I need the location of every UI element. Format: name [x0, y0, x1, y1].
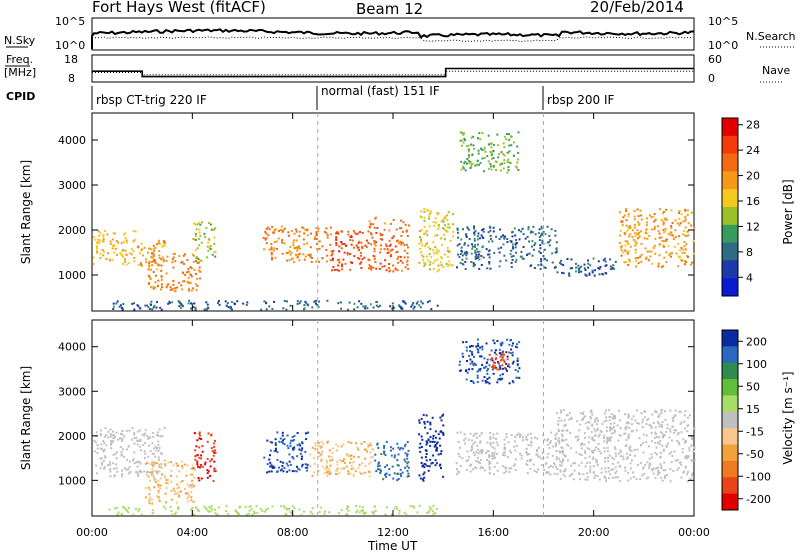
- time-axis: 00:00 04:00 08:00 12:00 16:00 20:00 00:00: [76, 113, 710, 539]
- velocity-colorbar-tick: 50: [746, 380, 760, 393]
- cpid-row: CPID rbsp CT-trig 220 IF normal (fast) 1…: [6, 84, 614, 110]
- velocity-region-11: [108, 504, 438, 516]
- power-colorbar-tick: 8: [746, 246, 753, 259]
- power-panel: 1000 2000 3000 4000 Slant Range [km]: [19, 112, 696, 312]
- nsearch-tick-bottom: 10^0: [708, 39, 738, 52]
- velocity-colorbar-tick: -15: [746, 425, 764, 438]
- velocity-ytick-label: 4000: [58, 341, 86, 354]
- time-tick-label: 12:00: [377, 526, 409, 539]
- power-ytick-label: 1000: [58, 269, 86, 282]
- time-tick-label: 04:00: [176, 526, 208, 539]
- velocity-ytick-label: 1000: [58, 474, 86, 487]
- velocity-region-7: [458, 338, 521, 385]
- velocity-region-8: [488, 351, 511, 371]
- cpid-label: CPID: [6, 90, 35, 103]
- power-region-3: [192, 221, 217, 263]
- power-region-7: [418, 207, 455, 273]
- nsky-panel: N.Sky 10^5 10^0 10^5 10^0 N.Search: [4, 15, 796, 52]
- velocity-colorbar-tick: -100: [746, 470, 771, 483]
- beam-title: Beam 12: [356, 0, 423, 18]
- power-region-4: [262, 225, 333, 264]
- freq-tick-bottom: 8: [68, 72, 75, 85]
- velocity-colorbar-tick: -50: [746, 448, 764, 461]
- power-colorbar-tick: 12: [746, 220, 760, 233]
- power-ytick-label: 4000: [58, 134, 86, 147]
- velocity-region-1: [144, 460, 196, 505]
- velocity-panel: 1000 2000 3000 4000 Slant Range [km]: [19, 319, 696, 517]
- power-colorbar-tick: 16: [746, 195, 760, 208]
- power-region-11: [618, 208, 696, 268]
- velocity-colorbar-label: Velocity [m s⁻¹]: [781, 371, 795, 464]
- velocity-region-2: [192, 431, 217, 483]
- station-title: Fort Hays West (fitACF): [92, 0, 266, 16]
- velocity-ytick-label: 2000: [58, 430, 86, 443]
- freq-tick-top: 18: [64, 53, 78, 66]
- velocity-colorbar-tick: 15: [746, 403, 760, 416]
- power-ytick-label: 3000: [58, 179, 86, 192]
- velocity-colorbar-tick: 100: [746, 358, 767, 371]
- power-region-6: [368, 216, 410, 273]
- power-colorbar: 28 24 20 16 12 8 4: [721, 117, 760, 297]
- power-region-5: [330, 230, 370, 272]
- power-region-2: [147, 252, 202, 293]
- velocity-ylabel: Slant Range [km]: [19, 366, 33, 470]
- nave-tick-bottom: 0: [708, 72, 715, 85]
- power-colorbar-tick: 20: [746, 170, 760, 183]
- velocity-region-6: [418, 413, 445, 482]
- time-tick-label: 16:00: [477, 526, 509, 539]
- freq-unit-label: [MHz]: [4, 66, 36, 79]
- nave-label: Nave: [762, 64, 790, 77]
- velocity-region-10: [556, 409, 696, 483]
- power-ylabel: Slant Range [km]: [19, 160, 33, 264]
- power-region-0: [92, 230, 137, 266]
- power-region-8: [459, 131, 520, 174]
- velocity-region-0: [93, 426, 167, 478]
- nsky-series: [91, 28, 694, 49]
- velocity-region-4: [309, 440, 374, 478]
- cpid-seg-1: rbsp CT-trig 220 IF: [96, 93, 207, 107]
- nave-series: [92, 70, 694, 76]
- power-colorbar-tick: 28: [746, 119, 760, 132]
- velocity-colorbar: 200 100 50 15 -15 -50 -100 -200: [721, 329, 771, 511]
- time-tick-label: 08:00: [277, 526, 309, 539]
- velocity-data: [93, 338, 696, 516]
- freq-panel: Freq. [MHz] 18 8 60 0 Nave: [4, 53, 790, 85]
- nsky-label: N.Sky: [4, 34, 36, 47]
- velocity-ytick-label: 3000: [58, 385, 86, 398]
- cpid-seg-3: rbsp 200 IF: [547, 93, 614, 107]
- velocity-region-3: [263, 431, 310, 474]
- cpid-seg-2: normal (fast) 151 IF: [321, 84, 440, 98]
- date-title: 20/Feb/2014: [590, 0, 684, 16]
- power-region-10: [556, 257, 617, 277]
- nsearch-series: [91, 36, 693, 43]
- nsky-tick-bottom: 10^0: [55, 39, 85, 52]
- time-tick-label: 00:00: [76, 526, 108, 539]
- velocity-colorbar-tick: 200: [746, 335, 767, 348]
- freq-label: Freq.: [6, 53, 33, 66]
- power-ytick-label: 2000: [58, 224, 86, 237]
- velocity-colorbar-tick: -200: [746, 493, 771, 506]
- power-colorbar-tick: 24: [746, 144, 760, 157]
- nsearch-label: N.Search: [746, 30, 796, 43]
- power-region-9: [456, 225, 558, 270]
- time-tick-label: 00:00: [678, 526, 710, 539]
- time-axis-label: Time UT: [367, 539, 418, 553]
- nsearch-tick-top: 10^5: [708, 15, 738, 28]
- power-region-12: [112, 299, 439, 311]
- freq-series: [92, 67, 694, 78]
- velocity-region-9: [455, 431, 558, 476]
- nsky-tick-top: 10^5: [55, 15, 85, 28]
- time-tick-label: 20:00: [578, 526, 610, 539]
- velocity-region-5: [374, 440, 410, 482]
- nave-tick-top: 60: [708, 53, 722, 66]
- power-colorbar-label: Power [dB]: [781, 179, 795, 244]
- power-colorbar-tick: 4: [746, 271, 753, 284]
- power-data: [92, 131, 696, 311]
